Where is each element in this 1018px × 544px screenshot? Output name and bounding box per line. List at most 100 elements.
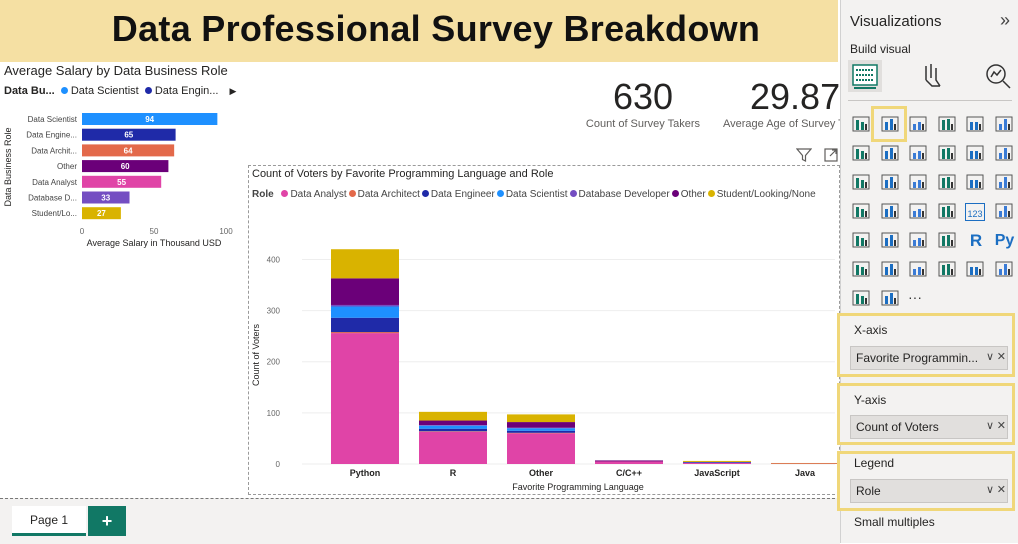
area-chart-icon[interactable] <box>880 143 902 165</box>
filled-map-icon[interactable] <box>880 201 902 223</box>
language-category-label: C/C++ <box>616 468 642 478</box>
salary-data-label: 65 <box>124 131 133 140</box>
column-segment <box>331 332 399 334</box>
key-influencers-icon[interactable] <box>851 259 873 281</box>
100-percent-column-chart-icon[interactable] <box>994 114 1016 136</box>
language-legend-item[interactable]: Student/Looking/None <box>716 189 816 200</box>
remove-field-icon[interactable]: ✕ <box>996 351 1006 363</box>
remove-field-icon[interactable]: ✕ <box>996 420 1006 432</box>
decomposition-tree-icon[interactable] <box>880 259 902 281</box>
legend-dot-icon <box>569 190 577 197</box>
legend-dot-icon <box>60 87 68 94</box>
waterfall-chart-icon[interactable] <box>851 172 873 194</box>
language-y-tick-label: 400 <box>267 255 281 264</box>
treemap-icon[interactable] <box>994 172 1016 194</box>
language-legend-item[interactable]: Database Developer <box>578 189 670 200</box>
donut-chart-icon[interactable] <box>965 172 987 194</box>
100-percent-bar-chart-icon[interactable] <box>965 114 987 136</box>
line-chart-icon[interactable] <box>851 143 873 165</box>
chevron-down-icon[interactable]: ∨ <box>985 484 994 496</box>
power-apps-icon[interactable] <box>851 288 873 310</box>
legend-dot-icon <box>421 190 429 197</box>
column-segment <box>507 422 575 428</box>
multi-row-card-icon[interactable] <box>994 201 1016 223</box>
salary-bar <box>82 144 175 157</box>
analytics-icon[interactable] <box>984 62 1012 95</box>
line-clustered-column-icon[interactable] <box>965 143 987 165</box>
y-axis-well: Y-axis Count of Voters ∨ ✕ <box>837 383 1015 445</box>
ribbon-chart-icon[interactable] <box>994 143 1016 165</box>
column-segment <box>419 428 487 432</box>
salary-bar-chart[interactable]: Data Business Role Data Scientist 94 Data E… <box>0 105 245 255</box>
page-tab-bar <box>0 498 840 544</box>
gauge-icon[interactable] <box>937 201 959 223</box>
salary-data-label: 94 <box>145 115 154 124</box>
format-visual-icon[interactable] <box>920 62 946 95</box>
map-icon[interactable] <box>851 201 873 223</box>
chevron-down-icon[interactable]: ∨ <box>985 420 994 432</box>
r-visual-icon[interactable]: R <box>969 231 983 250</box>
column-segment <box>771 462 838 464</box>
language-legend-item[interactable]: Other <box>680 189 706 200</box>
remove-field-icon[interactable]: ✕ <box>996 484 1006 496</box>
funnel-chart-icon[interactable] <box>880 172 902 194</box>
focus-mode-icon[interactable] <box>823 147 839 168</box>
python-visual-icon[interactable]: Py <box>994 232 1015 249</box>
add-page-button[interactable]: + <box>88 506 126 536</box>
language-legend-item[interactable]: Data Engineer <box>430 189 495 200</box>
legend-field[interactable]: Role <box>850 479 1008 503</box>
legend-dot-icon <box>281 190 289 197</box>
slicer-icon[interactable] <box>880 230 902 252</box>
line-column-chart-icon[interactable] <box>937 143 959 165</box>
language-legend-item[interactable]: Data Scientist <box>505 189 568 200</box>
column-segment <box>419 425 487 426</box>
column-segment <box>683 462 751 463</box>
field-name: Favorite Programmin... <box>856 351 979 365</box>
language-legend-item[interactable]: Data Analyst <box>290 189 347 200</box>
pie-chart-icon[interactable] <box>937 172 959 194</box>
pane-divider <box>848 100 1012 101</box>
stacked-column-chart-icon[interactable] <box>880 114 902 136</box>
small-multiples-label: Small multiples <box>854 515 935 529</box>
paginated-report-icon[interactable] <box>965 259 987 281</box>
table-icon[interactable] <box>908 230 930 252</box>
more-visuals-icon[interactable]: ··· <box>908 289 922 305</box>
card-icon[interactable]: 123 <box>965 203 985 221</box>
collapse-pane-icon[interactable]: » <box>1000 10 1011 30</box>
legend-next-icon[interactable]: ▶ <box>229 86 237 96</box>
chevron-down-icon[interactable]: ∨ <box>985 351 994 363</box>
qa-icon[interactable] <box>908 259 930 281</box>
salary-legend-item: Data Engin... <box>154 85 219 97</box>
stacked-area-chart-icon[interactable] <box>908 143 930 165</box>
legend-dot-icon <box>496 190 504 197</box>
kpi-label: Count of Survey Takers <box>585 118 701 130</box>
language-legend-title: Role <box>252 189 274 200</box>
stacked-bar-chart-icon[interactable] <box>851 114 873 136</box>
column-segment <box>507 427 575 429</box>
build-visual-fields-icon[interactable] <box>848 60 882 92</box>
scatter-chart-icon[interactable] <box>908 172 930 194</box>
salary-category-label: Data Scientist <box>28 115 78 124</box>
arcgis-map-icon[interactable] <box>994 259 1016 281</box>
clustered-column-chart-icon[interactable] <box>937 114 959 136</box>
filter-icon[interactable] <box>795 147 813 168</box>
salary-legend-item: Data Scientist <box>70 85 139 97</box>
salary-bar <box>82 191 130 204</box>
tab-page-1[interactable]: Page 1 <box>12 506 86 536</box>
clustered-bar-chart-icon[interactable] <box>908 114 930 136</box>
column-segment <box>419 411 487 421</box>
x-axis-field[interactable]: Favorite Programmin... <box>850 346 1008 370</box>
column-segment <box>419 431 487 464</box>
salary-bar <box>82 175 162 188</box>
language-stacked-column-chart[interactable]: 0 100 200 300 400 Count of Voters Python R Other… <box>250 205 838 495</box>
matrix-icon[interactable] <box>937 230 959 252</box>
y-axis-field[interactable]: Count of Voters <box>850 415 1008 439</box>
power-automate-icon[interactable] <box>880 288 902 310</box>
column-segment <box>331 249 399 279</box>
language-legend-item[interactable]: Data Architect <box>357 189 420 200</box>
kpi-icon[interactable] <box>851 230 873 252</box>
azure-map-icon[interactable] <box>908 201 930 223</box>
smart-narrative-icon[interactable] <box>937 259 959 281</box>
legend-dot-icon <box>348 190 356 197</box>
salary-category-label: Data Archit... <box>31 146 77 155</box>
